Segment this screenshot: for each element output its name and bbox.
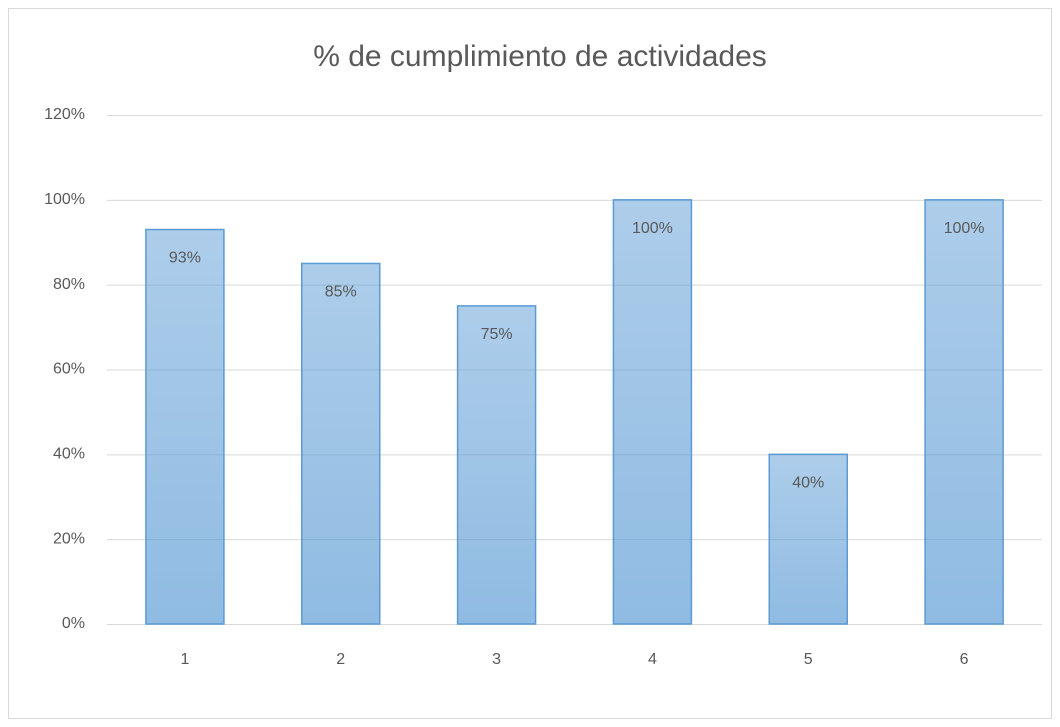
y-tick-label: 20% (53, 530, 85, 547)
x-tick-label: 4 (648, 651, 657, 668)
x-tick-label: 6 (960, 651, 969, 668)
bar (456, 305, 537, 625)
bar (612, 199, 693, 625)
bar (145, 228, 225, 625)
y-tick-label: 100% (44, 191, 85, 208)
data-label: 85% (325, 284, 357, 301)
bar (301, 262, 381, 625)
data-label: 100% (944, 220, 985, 237)
data-label: 75% (481, 326, 513, 343)
chart-title: % de cumplimiento de actividades (313, 40, 767, 73)
data-label: 40% (792, 475, 824, 492)
y-tick-label: 0% (62, 615, 85, 632)
y-tick-label: 40% (53, 446, 85, 463)
x-tick-label: 5 (804, 651, 813, 668)
x-tick-label: 3 (492, 651, 501, 668)
bar (924, 199, 1004, 625)
y-tick-label: 60% (53, 361, 85, 378)
bar (768, 453, 848, 625)
x-tick-label: 2 (336, 651, 345, 668)
data-label: 100% (632, 220, 673, 237)
data-label: 93% (169, 250, 201, 267)
y-tick-label: 120% (44, 106, 85, 123)
y-tick-label: 80% (53, 276, 85, 293)
x-tick-label: 1 (180, 651, 189, 668)
